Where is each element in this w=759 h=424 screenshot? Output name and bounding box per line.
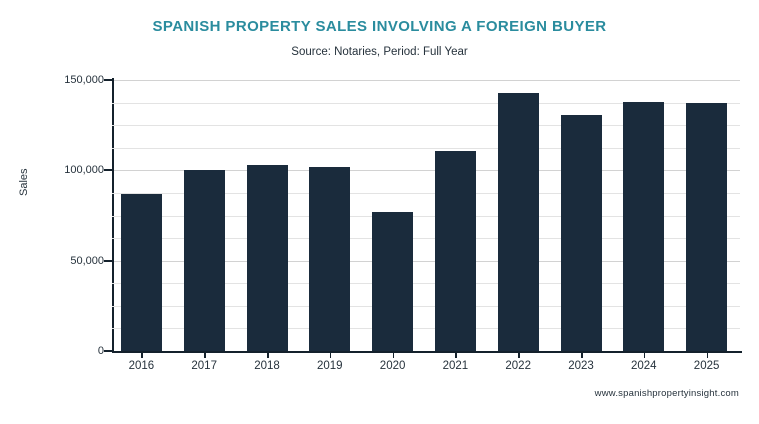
x-tick-mark	[706, 351, 709, 358]
x-tick-label: 2016	[128, 360, 155, 372]
y-tick-label: 0	[97, 345, 104, 357]
x-tick-mark	[518, 351, 520, 358]
gridline-minor	[112, 147, 740, 149]
x-tick-mark	[204, 351, 206, 358]
bar	[497, 92, 539, 351]
x-tick-mark	[141, 351, 143, 358]
gridline-major	[112, 170, 740, 172]
x-tick-mark	[581, 351, 583, 358]
x-tick-label: 2021	[442, 360, 469, 372]
gridline-minor	[112, 283, 740, 285]
gridline-minor	[112, 215, 740, 217]
gridline-minor	[112, 125, 740, 127]
bar	[372, 211, 414, 351]
x-tick-mark	[455, 351, 457, 358]
gridline-major	[112, 260, 740, 262]
x-tick-label: 2017	[191, 360, 217, 372]
chart-footer-url: www.spanishpropertyinsight.com	[594, 388, 739, 399]
x-tick-label: 2019	[317, 360, 343, 372]
bar	[686, 102, 728, 351]
x-tick-mark	[392, 351, 395, 358]
bar	[183, 170, 225, 351]
x-tick-label: 2020	[379, 360, 406, 372]
chart-title: SPANISH PROPERTY SALES INVOLVING A FOREI…	[152, 18, 607, 35]
y-tick-mark	[104, 350, 114, 352]
x-tick-mark	[329, 351, 332, 358]
y-tick-label: 50,000	[70, 254, 104, 267]
bar	[623, 101, 665, 351]
y-axis-tick-labels: 0 50,000 100,000 150,000	[0, 0, 104, 424]
x-tick-label: 2025	[693, 360, 720, 372]
y-tick-label: 100,000	[64, 164, 104, 177]
x-tick-mark	[643, 351, 646, 358]
y-tick-mark	[104, 169, 114, 172]
gridline-minor	[112, 102, 740, 104]
bar	[309, 166, 351, 351]
x-tick-label: 2023	[568, 360, 594, 372]
x-axis-line	[112, 351, 742, 353]
bar	[560, 115, 602, 351]
gridline-minor	[112, 192, 740, 194]
x-tick-mark	[267, 351, 269, 358]
bar	[120, 193, 162, 351]
gridline-minor	[112, 305, 740, 307]
x-tick-label: 2018	[254, 360, 280, 372]
y-tick-mark	[104, 259, 114, 262]
plot-area	[112, 80, 740, 351]
y-tick-mark	[104, 79, 114, 81]
chart-subtitle: Source: Notaries, Period: Full Year	[291, 46, 468, 58]
bar	[246, 164, 288, 351]
x-tick-label: 2024	[631, 360, 657, 372]
gridline-minor	[112, 328, 740, 330]
bar	[434, 150, 476, 351]
x-tick-label: 2022	[505, 360, 531, 372]
y-tick-label: 150,000	[64, 74, 104, 86]
gridline-minor	[112, 238, 740, 240]
gridline-major	[112, 80, 740, 81]
